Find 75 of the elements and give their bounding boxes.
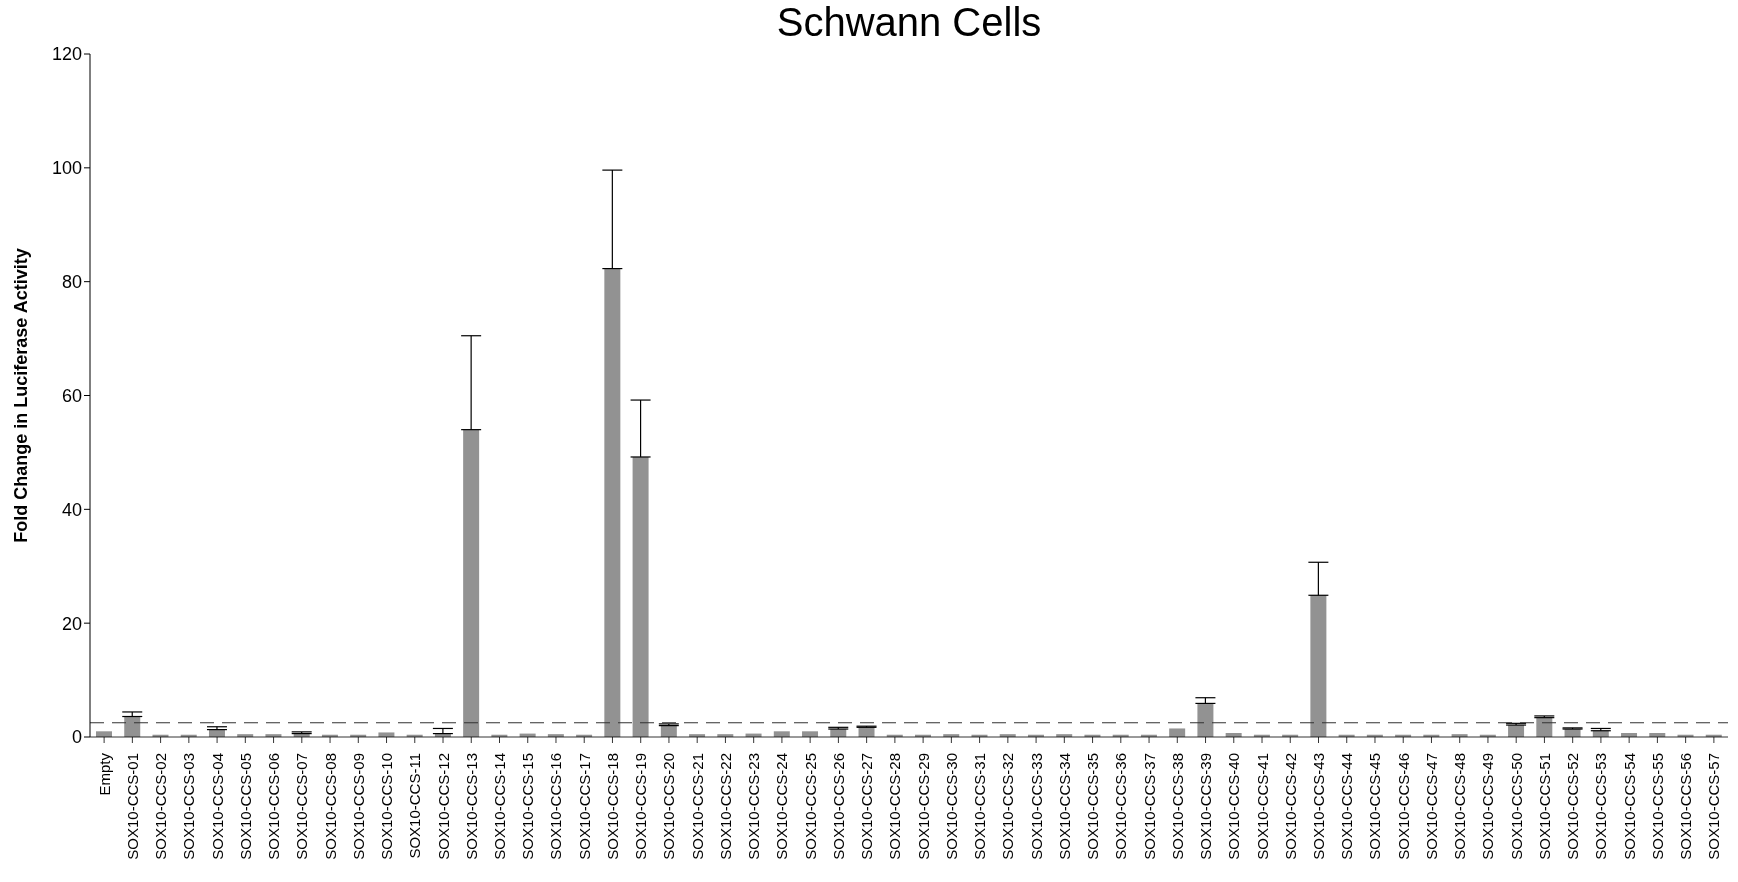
x-tick-label: SOX10-CCS-27 bbox=[858, 753, 876, 860]
x-tick-label: SOX10-CCS-11 bbox=[406, 753, 424, 859]
bar bbox=[1197, 703, 1214, 737]
x-tick-label: SOX10-CCS-42 bbox=[1281, 753, 1299, 860]
x-tick-label: SOX10-CCS-38 bbox=[1168, 753, 1186, 860]
x-tick-label: SOX10-CCS-25 bbox=[801, 753, 819, 860]
bar bbox=[632, 456, 649, 737]
x-tick-label: SOX10-CCS-10 bbox=[378, 753, 396, 860]
x-tick-label: SOX10-CCS-36 bbox=[1112, 753, 1130, 860]
x-tick-label: SOX10-CCS-01 bbox=[123, 753, 141, 860]
x-tick-label: SOX10-CCS-31 bbox=[971, 753, 989, 860]
x-tick-label: SOX10-CCS-09 bbox=[349, 753, 367, 860]
y-tick-label: 0 bbox=[71, 727, 82, 748]
x-tick-label: SOX10-CCS-37 bbox=[1140, 753, 1158, 860]
x-tick-label: SOX10-CCS-08 bbox=[321, 753, 339, 860]
x-tick-label: SOX10-CCS-05 bbox=[236, 753, 254, 860]
x-tick-label: SOX10-CCS-18 bbox=[603, 753, 621, 860]
x-tick-label: SOX10-CCS-03 bbox=[180, 753, 198, 860]
x-tick-label: SOX10-CCS-47 bbox=[1422, 753, 1440, 860]
x-tick-label: SOX10-CCS-52 bbox=[1564, 753, 1582, 860]
x-tick-label: SOX10-CCS-48 bbox=[1451, 753, 1469, 860]
x-tick-label: SOX10-CCS-51 bbox=[1535, 753, 1553, 860]
x-tick-label: SOX10-CCS-53 bbox=[1592, 753, 1610, 860]
bar bbox=[604, 268, 621, 737]
x-tick-label: SOX10-CCS-21 bbox=[688, 753, 706, 860]
x-tick-label: SOX10-CCS-04 bbox=[208, 753, 226, 860]
x-tick-label: SOX10-CCS-07 bbox=[293, 753, 311, 860]
bar bbox=[1310, 595, 1327, 737]
x-tick-label: SOX10-CCS-17 bbox=[575, 753, 593, 860]
y-tick-label: 40 bbox=[61, 499, 82, 520]
x-tick-label: SOX10-CCS-16 bbox=[547, 753, 565, 860]
x-tick-label: SOX10-CCS-02 bbox=[152, 753, 170, 860]
x-tick-label: SOX10-CCS-24 bbox=[773, 753, 791, 860]
bar bbox=[1536, 717, 1553, 737]
x-tick-label: SOX10-CCS-50 bbox=[1507, 753, 1525, 860]
x-tick-label: SOX10-CCS-20 bbox=[660, 753, 678, 860]
x-tick-label: SOX10-CCS-46 bbox=[1394, 753, 1412, 860]
y-tick-label: 120 bbox=[51, 44, 82, 65]
x-tick-label: SOX10-CCS-29 bbox=[914, 753, 932, 860]
bar bbox=[124, 716, 141, 737]
x-tick-label: SOX10-CCS-26 bbox=[829, 753, 847, 860]
x-tick-label: SOX10-CCS-23 bbox=[745, 753, 763, 860]
x-tick-label: SOX10-CCS-39 bbox=[1197, 753, 1215, 860]
x-tick-label: SOX10-CCS-57 bbox=[1705, 753, 1723, 860]
x-tick-label: SOX10-CCS-44 bbox=[1338, 753, 1356, 860]
x-tick-label: SOX10-CCS-30 bbox=[942, 753, 960, 860]
x-tick-label: SOX10-CCS-19 bbox=[632, 753, 650, 860]
x-tick-label: SOX10-CCS-13 bbox=[462, 753, 480, 860]
x-tick-label: SOX10-CCS-34 bbox=[1055, 753, 1073, 860]
x-tick-label: SOX10-CCS-43 bbox=[1310, 753, 1327, 860]
bar bbox=[1169, 728, 1186, 737]
y-axis-title: Fold Change in Luciferase Activity bbox=[11, 248, 32, 543]
y-tick-label: 60 bbox=[61, 385, 82, 406]
x-tick-label: SOX10-CCS-40 bbox=[1225, 753, 1243, 860]
y-tick-label: 80 bbox=[61, 272, 82, 293]
x-tick-label: SOX10-CCS-41 bbox=[1253, 753, 1271, 860]
x-tick-label: SOX10-CCS-33 bbox=[1027, 753, 1045, 860]
y-tick-label: 100 bbox=[51, 158, 82, 179]
x-tick-label: SOX10-CCS-32 bbox=[999, 753, 1017, 860]
x-tick-label: SOX10-CCS-45 bbox=[1366, 753, 1384, 860]
x-tick-label: Empty bbox=[95, 752, 113, 796]
x-tick-label: SOX10-CCS-56 bbox=[1677, 753, 1695, 860]
x-tick-label: SOX10-CCS-14 bbox=[491, 753, 508, 860]
x-tick-label: SOX10-CCS-54 bbox=[1620, 753, 1638, 860]
x-tick-label: SOX10-CCS-55 bbox=[1648, 753, 1666, 860]
bar bbox=[463, 429, 480, 737]
chart-title: Schwann Cells bbox=[775, 0, 1043, 44]
x-tick-label: SOX10-CCS-28 bbox=[886, 753, 904, 860]
x-tick-label: SOX10-CCS-22 bbox=[716, 753, 734, 860]
x-tick-label: SOX10-CCS-15 bbox=[519, 753, 537, 860]
x-tick-label: SOX10-CCS-06 bbox=[265, 753, 283, 860]
x-tick-label: SOX10-CCS-12 bbox=[434, 753, 452, 860]
x-tick-label: SOX10-CCS-35 bbox=[1084, 753, 1102, 860]
y-tick-label: 20 bbox=[61, 613, 82, 634]
x-tick-label: SOX10-CCS-49 bbox=[1479, 753, 1497, 860]
